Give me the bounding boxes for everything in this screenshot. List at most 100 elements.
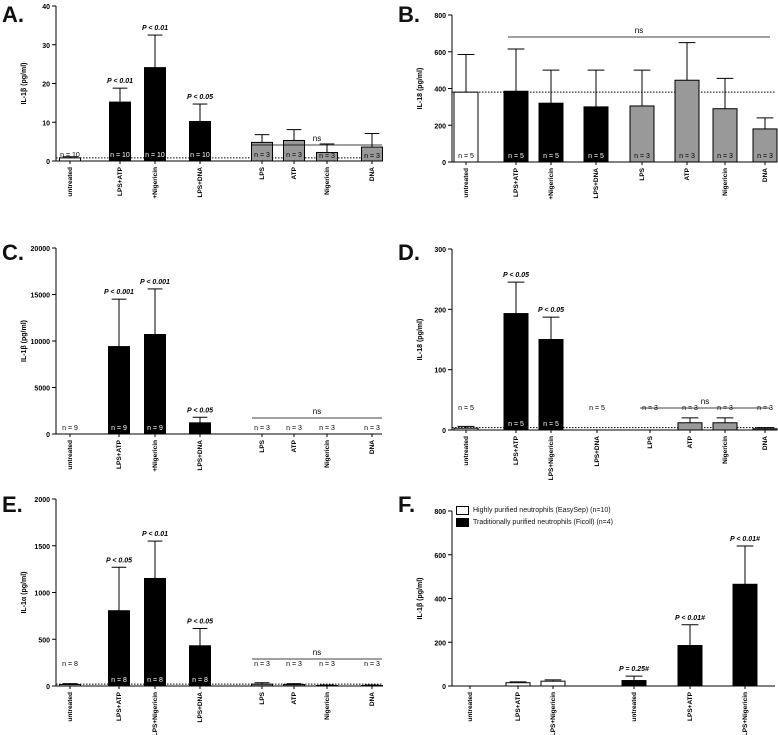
bar: [144, 577, 166, 687]
bar: [453, 427, 479, 431]
x-tick-label: untreated: [463, 436, 470, 466]
x-tick-label: LPS+Nigericin: [152, 692, 159, 735]
chart-panel-f: 0 200 400 600 800 IL-1β (pg/ml) untreated LPS+A…: [417, 509, 775, 735]
n-label: n = 3: [286, 661, 302, 668]
x-tick-label: Nigericin: [324, 440, 331, 468]
n-label: n = 8: [111, 677, 127, 684]
x-tick-label: Nigericin: [324, 167, 331, 195]
bar: [752, 128, 778, 163]
x-tick-label: DNA: [369, 692, 376, 706]
x-tick-label: untreated: [631, 692, 638, 722]
y-tick-label: 0: [46, 684, 50, 691]
x-tick-label: LPS+Nigericin: [742, 692, 749, 735]
ns-label: ns: [635, 26, 643, 35]
bar: [538, 102, 564, 163]
x-tick-label: LPS+Nigericin: [550, 692, 557, 735]
y-tick-label: 200: [434, 307, 446, 314]
panel-letter-d: D.: [398, 240, 420, 265]
y-tick-label: 1000: [34, 591, 50, 598]
x-tick-label: LPS+ATP: [513, 167, 520, 197]
x-tick-label: LPS: [259, 166, 266, 179]
bar: [583, 106, 609, 163]
p-value-label: P < 0.001: [140, 279, 170, 286]
bar: [621, 680, 647, 687]
bar: [505, 682, 531, 687]
n-label: n = 3: [254, 152, 270, 159]
y-tick-label: 400: [434, 597, 446, 604]
n-label: n = 5: [458, 405, 474, 412]
n-label: n = 9: [62, 425, 78, 432]
p-value-label: P < 0.05: [538, 307, 564, 314]
chart-panel-b: 0 200 400 600 800 IL-18 (pg/ml) n = 5 untreated…: [417, 13, 778, 200]
x-tick-label: LPS+ATP: [687, 691, 694, 721]
x-tick-label: LPS+ATP: [117, 166, 124, 196]
legend-item-easysep: Highly purified neutrophils (EasySep) (n…: [456, 506, 611, 515]
bar: [144, 67, 166, 162]
p-value-label: P < 0.01: [142, 531, 168, 538]
legend-swatch-white: [456, 506, 469, 515]
p-value-label: P < 0.05: [503, 272, 529, 279]
bar: [108, 610, 130, 687]
n-label: n = 8: [62, 661, 78, 668]
bar: [503, 90, 529, 163]
bar: [540, 680, 566, 687]
x-tick-label: LPS+DNA: [197, 440, 204, 471]
p-value-label: P < 0.05: [187, 94, 213, 101]
bar: [677, 645, 703, 687]
n-label: n = 3: [679, 153, 695, 160]
bar: [674, 79, 700, 163]
chart-panel-a: 0 10 20 30 40 IL-1β (pg/ml) n = 10 untreated n =…: [21, 4, 383, 199]
y-tick-label: 5000: [34, 386, 50, 393]
y-tick-label: 500: [38, 637, 50, 644]
y-axis-label: IL-1β (pg/ml): [21, 320, 28, 362]
n-label: n = 10: [60, 152, 80, 159]
x-tick-label: untreated: [67, 692, 74, 722]
y-tick-label: 100: [434, 368, 446, 375]
n-label: n = 3: [319, 153, 335, 160]
ns-label: ns: [313, 648, 321, 657]
n-label: n = 10: [145, 152, 165, 159]
n-label: n = 3: [364, 661, 380, 668]
bar: [251, 683, 273, 687]
ns-label: ns: [313, 134, 321, 143]
n-label: n = 3: [682, 405, 698, 412]
bar: [108, 346, 130, 435]
x-tick-label: ATP: [291, 439, 298, 452]
y-tick-label: 1500: [34, 544, 50, 551]
y-tick-label: 200: [434, 640, 446, 647]
y-axis-label: IL-18 (pg/ml): [417, 319, 424, 361]
n-label: n = 10: [190, 152, 210, 159]
bar: [732, 583, 758, 687]
n-label: n = 5: [508, 421, 524, 428]
x-tick-label: Nigericin: [324, 692, 331, 720]
p-value-label: P < 0.05: [187, 618, 213, 625]
n-label: n = 5: [543, 153, 559, 160]
x-tick-label: LPS+ATP: [116, 439, 123, 469]
x-tick-label: +Nigericin: [152, 167, 159, 199]
bar: [752, 428, 778, 431]
n-label: n = 5: [588, 153, 604, 160]
y-tick-label: 30: [42, 43, 50, 50]
bar: [453, 91, 479, 163]
x-tick-label: LPS+ATP: [513, 435, 520, 465]
y-tick-label: 0: [46, 159, 50, 166]
y-tick-label: 800: [434, 13, 446, 20]
y-tick-label: 200: [434, 123, 446, 130]
n-label: n = 3: [364, 425, 380, 432]
x-tick-label: ATP: [687, 435, 694, 448]
bar: [144, 333, 166, 435]
x-tick-label: LPS+ATP: [515, 691, 522, 721]
panel-letter-e: E.: [2, 492, 23, 517]
n-label: n = 3: [717, 153, 733, 160]
x-tick-label: DNA: [369, 440, 376, 454]
y-axis-label: IL-1α (pg/ml): [21, 571, 28, 613]
y-tick-label: 800: [434, 509, 446, 516]
y-axis-label: IL-18 (pg/ml): [417, 68, 424, 110]
x-tick-label: LPS: [259, 439, 266, 452]
n-label: n = 5: [458, 153, 474, 160]
n-label: n = 3: [254, 661, 270, 668]
bar: [677, 422, 703, 431]
p-value-label: P < 0.05: [106, 557, 132, 564]
x-tick-label: LPS+Nigericin: [548, 436, 555, 480]
